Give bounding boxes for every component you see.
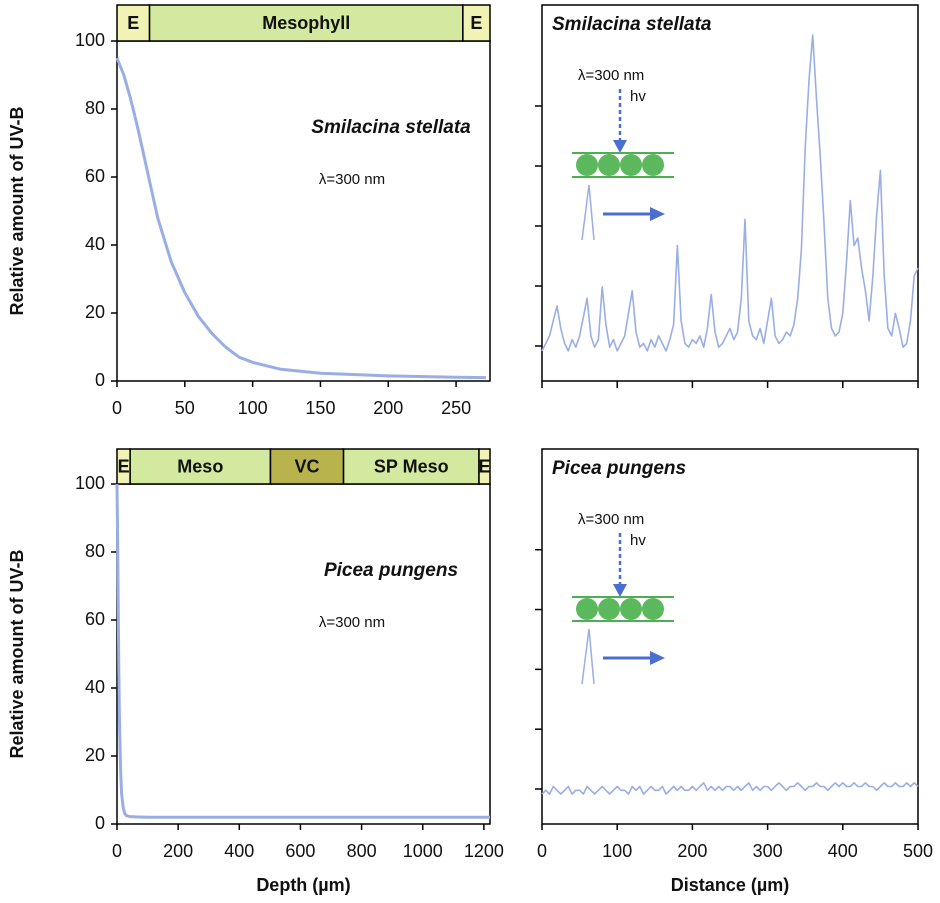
arrow-head xyxy=(650,207,665,221)
x-tick-label: 200 xyxy=(677,841,707,861)
annotation: Smilacina stellata xyxy=(552,14,712,35)
plot-frame xyxy=(541,4,919,382)
tissue-band xyxy=(462,4,491,42)
data-line xyxy=(541,782,919,795)
tissue-band xyxy=(116,4,151,42)
x-tick-label: 300 xyxy=(753,841,783,861)
schematic xyxy=(572,533,674,685)
y-tick-label: 100 xyxy=(75,473,105,493)
x-tick-label: 100 xyxy=(238,398,268,418)
tissue-band xyxy=(342,448,480,485)
tissue-label: Meso xyxy=(177,456,223,476)
x-tick-label: 400 xyxy=(828,841,858,861)
data-line xyxy=(541,34,919,352)
y-tick-label: 0 xyxy=(95,813,105,833)
cell xyxy=(642,598,664,620)
x-tick-label: 0 xyxy=(537,841,547,861)
cell xyxy=(598,598,620,620)
x-tick-label: 100 xyxy=(602,841,632,861)
tissue-label: E xyxy=(478,456,490,476)
tissue-band xyxy=(478,448,491,485)
x-tick-label: 150 xyxy=(305,398,335,418)
x-tick-label: 200 xyxy=(373,398,403,418)
x-axis-label: Distance (µm) xyxy=(671,875,789,895)
y-tick-label: 20 xyxy=(85,745,105,765)
x-axis-label: Depth (µm) xyxy=(256,875,350,895)
data-line xyxy=(115,483,490,819)
x-tick-label: 50 xyxy=(175,398,195,418)
x-tick-label: 1200 xyxy=(464,841,504,861)
tissue-band xyxy=(269,448,345,485)
plot-frame xyxy=(541,448,919,825)
cell xyxy=(642,154,664,176)
cell xyxy=(620,154,642,176)
y-tick-label: 60 xyxy=(85,166,105,186)
arrow-head xyxy=(613,140,627,153)
annotation: λ=300 nm xyxy=(319,171,385,188)
y-tick-label: 40 xyxy=(85,677,105,697)
y-tick-label: 40 xyxy=(85,234,105,254)
x-tick-label: 1000 xyxy=(403,841,443,861)
tissue-label: E xyxy=(118,456,130,476)
tissue-label: Mesophyll xyxy=(262,13,350,33)
x-tick-label: 800 xyxy=(347,841,377,861)
x-tick-label: 0 xyxy=(112,398,122,418)
tissue-band xyxy=(148,4,464,42)
annotation: λ=300 nm xyxy=(578,511,644,528)
annotation: Smilacina stellata xyxy=(311,117,471,138)
x-tick-label: 600 xyxy=(285,841,315,861)
cell xyxy=(576,598,598,620)
probe xyxy=(581,628,595,685)
annotation: hv xyxy=(630,532,646,549)
y-tick-label: 60 xyxy=(85,609,105,629)
schematic xyxy=(572,89,674,241)
arrow-head xyxy=(650,651,665,665)
tissue-label: SP Meso xyxy=(374,456,449,476)
annotation: hv xyxy=(630,88,646,105)
tissue-label: VC xyxy=(295,456,320,476)
data-line xyxy=(115,57,486,380)
y-axis-label: Relative amount of UV-B xyxy=(7,549,27,758)
annotation: Picea pungens xyxy=(552,458,686,479)
x-tick-label: 500 xyxy=(903,841,933,861)
plot-frame xyxy=(116,40,491,382)
cell xyxy=(598,154,620,176)
y-tick-label: 20 xyxy=(85,302,105,322)
x-tick-label: 400 xyxy=(224,841,254,861)
y-tick-label: 100 xyxy=(75,30,105,50)
arrow-head xyxy=(613,584,627,597)
tissue-band xyxy=(129,448,272,485)
annotation: λ=300 nm xyxy=(319,614,385,631)
x-tick-label: 250 xyxy=(441,398,471,418)
annotation: λ=300 nm xyxy=(578,67,644,84)
y-tick-label: 80 xyxy=(85,98,105,118)
cell xyxy=(620,598,642,620)
tissue-label: E xyxy=(470,13,482,33)
annotation: Picea pungens xyxy=(324,560,458,581)
y-tick-label: 80 xyxy=(85,541,105,561)
x-tick-label: 0 xyxy=(112,841,122,861)
tissue-label: E xyxy=(127,13,139,33)
y-tick-label: 0 xyxy=(95,370,105,390)
y-axis-label: Relative amount of UV-B xyxy=(7,106,27,315)
x-tick-label: 200 xyxy=(163,841,193,861)
probe xyxy=(581,184,595,241)
cell xyxy=(576,154,598,176)
plot-frame xyxy=(116,483,491,825)
